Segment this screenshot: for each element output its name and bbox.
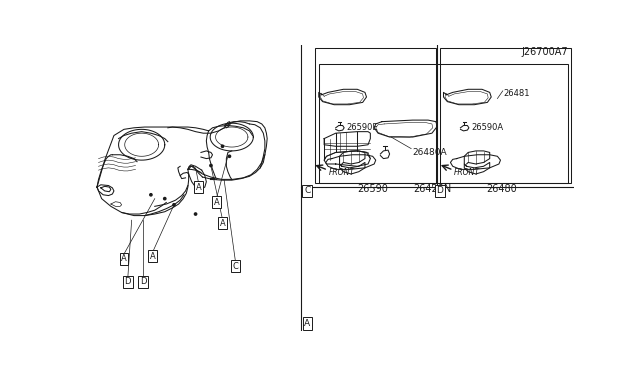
Text: J26700A7: J26700A7: [522, 47, 568, 57]
Text: A: A: [150, 252, 156, 261]
Text: A: A: [121, 254, 127, 263]
Circle shape: [210, 164, 212, 167]
Text: 26420N: 26420N: [413, 185, 451, 195]
Text: 26590E: 26590E: [346, 123, 378, 132]
Circle shape: [221, 145, 223, 147]
Circle shape: [195, 213, 196, 215]
Circle shape: [150, 194, 152, 196]
Text: 26480A: 26480A: [413, 148, 447, 157]
Text: D: D: [436, 186, 443, 195]
Bar: [440, 48, 570, 183]
Text: 26480: 26480: [486, 185, 516, 195]
Text: 26590: 26590: [357, 185, 388, 195]
Circle shape: [164, 198, 166, 200]
Text: 26481: 26481: [504, 89, 530, 97]
Text: FRONT: FRONT: [329, 168, 355, 177]
Text: 26590A: 26590A: [471, 123, 503, 132]
Text: D: D: [125, 277, 131, 286]
Text: C: C: [233, 262, 239, 271]
Circle shape: [173, 203, 175, 206]
Circle shape: [228, 155, 230, 157]
Text: A: A: [214, 198, 220, 207]
Text: A: A: [196, 183, 202, 192]
Bar: [315, 48, 436, 183]
Text: A: A: [304, 319, 310, 328]
Bar: [319, 64, 568, 183]
Text: D: D: [140, 277, 147, 286]
Text: A: A: [220, 219, 225, 228]
Text: C: C: [304, 186, 310, 195]
Text: FRONT: FRONT: [454, 168, 480, 177]
